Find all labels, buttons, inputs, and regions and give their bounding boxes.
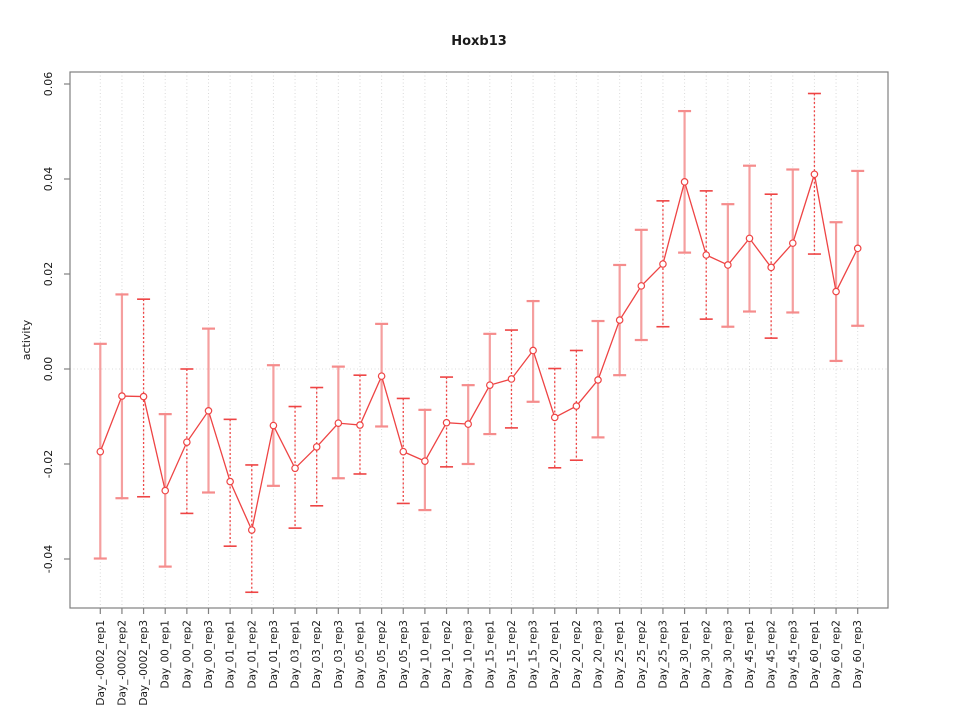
x-tick-label: Day_15_rep1 bbox=[484, 620, 496, 689]
chart-title: Hoxb13 bbox=[451, 34, 507, 49]
data-point bbox=[312, 443, 321, 451]
x-tick-label: Day_-0002_rep2 bbox=[116, 620, 128, 706]
data-point bbox=[529, 346, 537, 355]
y-tick-label: -0.04 bbox=[42, 545, 55, 573]
x-tick-label: Day_-0002_rep1 bbox=[95, 620, 107, 706]
x-tick-label: Day_60_rep1 bbox=[809, 620, 821, 689]
data-point bbox=[810, 170, 819, 179]
data-point bbox=[118, 392, 126, 400]
data-point bbox=[247, 526, 256, 534]
x-tick-label: Day_00_rep2 bbox=[181, 620, 193, 689]
x-tick-label: Day_30_rep3 bbox=[722, 620, 734, 689]
x-tick-label: Day_01_rep2 bbox=[246, 620, 258, 689]
data-point bbox=[139, 392, 148, 401]
data-point bbox=[572, 402, 581, 410]
data-point bbox=[724, 261, 732, 269]
data-point bbox=[377, 372, 386, 380]
data-point bbox=[615, 316, 624, 324]
x-tick-label: Day_05_rep1 bbox=[354, 620, 366, 689]
x-tick-label: Day_05_rep3 bbox=[398, 620, 410, 689]
x-tick-label: Day_10_rep2 bbox=[441, 620, 453, 689]
x-tick-label: Day_-0002_rep3 bbox=[138, 620, 150, 706]
data-point bbox=[507, 375, 516, 383]
x-tick-label: Day_03_rep2 bbox=[311, 620, 323, 689]
x-tick-label: Day_15_rep3 bbox=[528, 620, 540, 689]
y-axis-label: activity bbox=[20, 319, 33, 360]
y-tick-label: -0.02 bbox=[42, 450, 55, 478]
data-point bbox=[767, 263, 775, 272]
x-tick-label: Day_45_rep1 bbox=[744, 620, 756, 689]
x-tick-label: Day_00_rep3 bbox=[203, 620, 215, 689]
data-point bbox=[442, 418, 451, 427]
x-tick-label: Day_00_rep1 bbox=[160, 620, 172, 689]
y-tick-label: 0.06 bbox=[42, 72, 55, 97]
x-tick-label: Day_15_rep2 bbox=[506, 620, 518, 689]
data-point bbox=[745, 234, 754, 243]
data-point bbox=[788, 239, 797, 247]
plot-frame bbox=[69, 71, 889, 609]
data-point bbox=[550, 413, 559, 422]
series-line bbox=[99, 174, 859, 533]
data-point bbox=[680, 178, 689, 186]
data-point bbox=[291, 464, 299, 473]
x-tick-label: Day_03_rep3 bbox=[333, 620, 345, 689]
data-point bbox=[96, 447, 105, 456]
data-point bbox=[269, 421, 278, 430]
x-tick-label: Day_01_rep1 bbox=[225, 620, 237, 689]
data-point bbox=[637, 282, 646, 290]
y-tick-label: 0.00 bbox=[42, 357, 55, 382]
data-point bbox=[853, 244, 862, 253]
data-point bbox=[464, 420, 472, 428]
data-point bbox=[594, 376, 602, 384]
x-tick-label: Day_10_rep1 bbox=[419, 620, 431, 689]
x-tick-label: Day_10_rep3 bbox=[463, 620, 475, 689]
data-point bbox=[226, 477, 234, 486]
data-point bbox=[399, 447, 408, 456]
x-tick-label: Day_30_rep1 bbox=[679, 620, 691, 689]
data-point bbox=[183, 438, 191, 446]
x-tick-label: Day_60_rep2 bbox=[831, 620, 843, 689]
data-point bbox=[832, 287, 840, 296]
x-tick-label: Day_25_rep3 bbox=[657, 620, 669, 689]
x-tick-label: Day_01_rep3 bbox=[268, 620, 280, 689]
data-point bbox=[161, 486, 170, 495]
x-tick-label: Day_25_rep1 bbox=[614, 620, 626, 689]
data-point bbox=[421, 457, 429, 465]
x-tick-label: Day_20_rep2 bbox=[571, 620, 583, 689]
data-point bbox=[334, 419, 343, 427]
x-tick-label: Day_20_rep1 bbox=[549, 620, 561, 689]
x-tick-label: Day_20_rep3 bbox=[593, 620, 605, 689]
x-tick-label: Day_03_rep1 bbox=[290, 620, 302, 689]
data-point bbox=[204, 406, 213, 415]
data-point bbox=[356, 421, 364, 429]
x-tick-label: Day_30_rep2 bbox=[701, 620, 713, 689]
x-tick-label: Day_45_rep2 bbox=[766, 620, 778, 689]
x-tick-label: Day_25_rep2 bbox=[636, 620, 648, 689]
y-tick-label: 0.04 bbox=[42, 167, 55, 192]
x-tick-label: Day_60_rep3 bbox=[852, 620, 864, 689]
y-tick-label: 0.02 bbox=[42, 262, 55, 287]
x-tick-label: Day_45_rep3 bbox=[787, 620, 799, 689]
data-point bbox=[702, 251, 711, 259]
data-point bbox=[659, 260, 667, 268]
x-tick-label: Day_05_rep2 bbox=[376, 620, 388, 689]
data-point bbox=[486, 381, 494, 389]
